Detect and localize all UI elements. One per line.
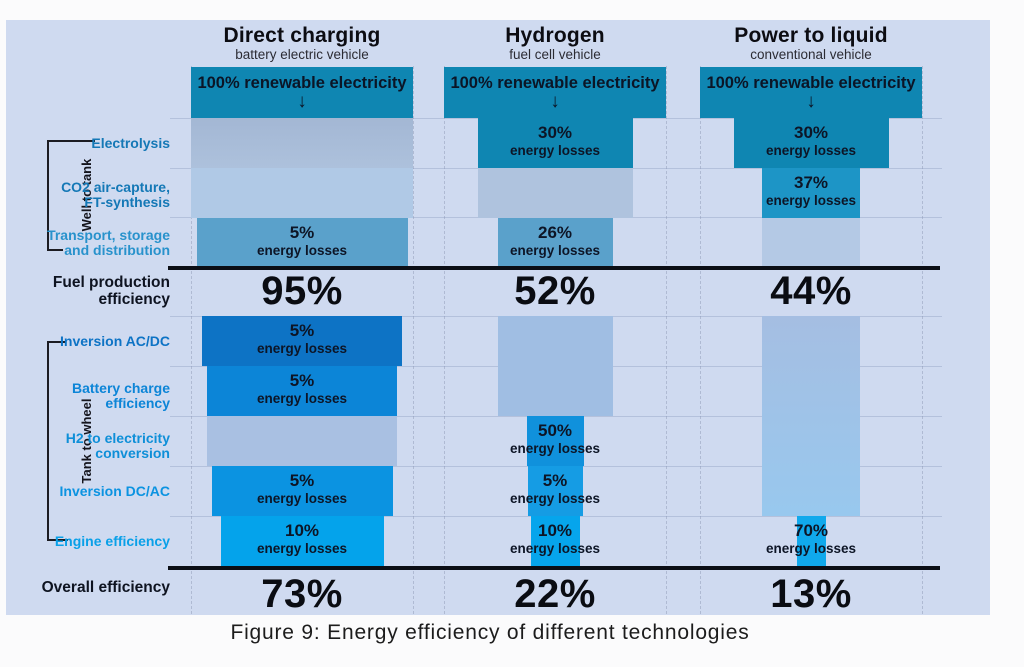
fuel-production-divider-line <box>168 266 940 270</box>
row-label-h2-line2: conversion <box>95 445 170 461</box>
row-label-battery: Battery charge efficiency <box>30 381 170 411</box>
well-to-tank-bracket <box>47 140 95 142</box>
column1-subtitle: battery electric vehicle <box>235 47 369 62</box>
column2-title: Hydrogen <box>505 24 605 47</box>
loss-label-dc-transport: 5% energy losses <box>256 223 348 258</box>
overall-value-dc: 73% <box>261 572 343 616</box>
loss-label-dc-inversion-acdc: 5% energy losses <box>256 321 348 356</box>
column3-input-label: 100% renewable electricity <box>706 74 916 92</box>
column2-input-box: 100% renewable electricity ↓ <box>444 67 666 118</box>
loss-label-dc-inversion-dcac: 5% energy losses <box>256 471 348 506</box>
stage-box-dc-transport <box>197 218 408 266</box>
stage-box-ptl-transport <box>762 218 860 266</box>
loss-label-dc-engine: 10% energy losses <box>256 521 348 556</box>
stage-box-dc-battery <box>207 366 397 416</box>
stage-box-ptl-tank-to-engine <box>762 316 860 516</box>
row-label-h2-line1: H2 to electricity <box>65 430 170 446</box>
gridline-vertical <box>922 66 923 614</box>
tank-to-wheel-bracket <box>47 341 66 343</box>
row-label-co2-line2: FT-synthesis <box>84 194 170 210</box>
well-to-tank-bracket <box>47 140 49 251</box>
gridline-vertical <box>444 66 445 614</box>
down-arrow-icon: ↓ <box>806 91 816 112</box>
row-label-transport-line1: Transport, storage <box>47 227 170 243</box>
row-label-battery-line1: Battery charge <box>71 380 170 396</box>
loss-label-dc-battery: 5% energy losses <box>256 371 348 406</box>
stage-box-ptl-engine <box>797 516 826 566</box>
tank-to-wheel-bracket <box>47 341 49 541</box>
row-label-engine: Engine efficiency <box>54 533 170 549</box>
fuel-production-value-ptl: 44% <box>770 269 852 313</box>
down-arrow-icon: ↓ <box>550 91 560 112</box>
stage-box-dc-electrolysis <box>191 118 413 168</box>
stage-box-h2-inversion-battery <box>498 316 613 416</box>
gridline-vertical <box>666 66 667 614</box>
label-fuel-production-line2: efficiency <box>98 290 170 308</box>
stage-box-dc-engine <box>221 516 384 566</box>
overall-value-ptl: 13% <box>770 572 852 616</box>
stage-box-h2-electrolysis <box>478 118 633 168</box>
loss-label-ptl-co2: 37% energy losses <box>765 173 857 208</box>
stage-box-h2-conversion <box>527 416 584 466</box>
column3-subtitle: conventional vehicle <box>750 47 872 62</box>
gridline-vertical <box>700 66 701 614</box>
stage-box-ptl-co2 <box>762 168 860 218</box>
label-overall-efficiency: Overall efficiency <box>41 579 170 596</box>
loss-label-h2-inversion-dcac: 5% energy losses <box>509 471 601 506</box>
tank-to-wheel-bracket <box>47 539 68 541</box>
overall-divider-line <box>168 566 940 570</box>
label-fuel-production-efficiency: Fuel production efficiency <box>20 274 170 308</box>
figure-caption: Figure 9: Energy efficiency of different… <box>230 621 750 644</box>
row-label-co2-line1: CO2 air-capture, <box>61 179 170 195</box>
loss-label-h2-transport: 26% energy losses <box>509 223 601 258</box>
row-label-h2-conversion: H2 to electricity conversion <box>30 431 170 461</box>
stage-box-dc-inversion-dcac <box>212 466 393 516</box>
stage-box-h2-transport <box>498 218 613 266</box>
fuel-production-value-dc: 95% <box>261 269 343 313</box>
row-label-transport: Transport, storage and distribution <box>30 228 170 258</box>
loss-label-ptl-engine: 70% energy losses <box>765 521 857 556</box>
loss-label-h2-conversion: 50% energy losses <box>509 421 601 456</box>
column2-input-label: 100% renewable electricity <box>450 74 660 92</box>
gridline-vertical <box>191 66 192 614</box>
stage-box-h2-engine <box>531 516 580 566</box>
column2-subtitle: fuel cell vehicle <box>509 47 601 62</box>
stage-box-dc-co2 <box>191 168 413 218</box>
column1-title: Direct charging <box>223 24 381 47</box>
column1-input-label: 100% renewable electricity <box>197 74 407 92</box>
row-label-co2: CO2 air-capture, FT-synthesis <box>30 180 170 210</box>
column1-input-box: 100% renewable electricity ↓ <box>191 67 413 118</box>
row-label-inversion-dcac: Inversion DC/AC <box>59 483 170 499</box>
down-arrow-icon: ↓ <box>297 91 307 112</box>
row-label-inversion-acdc: Inversion AC/DC <box>60 333 170 349</box>
stage-box-ptl-electrolysis <box>734 118 889 168</box>
gridline-vertical <box>413 66 414 614</box>
stage-box-h2-inversion-dcac <box>528 466 583 516</box>
row-label-transport-line2: and distribution <box>64 242 170 258</box>
overall-value-h2: 22% <box>514 572 596 616</box>
label-fuel-production-line1: Fuel production <box>52 274 170 291</box>
loss-label-h2-electrolysis: 30% energy losses <box>509 123 601 158</box>
row-label-electrolysis: Electrolysis <box>91 135 170 151</box>
fuel-production-value-h2: 52% <box>514 269 596 313</box>
row-label-battery-line2: efficiency <box>105 395 170 411</box>
loss-label-h2-engine: 10% energy losses <box>509 521 601 556</box>
stage-box-dc-inversion-acdc <box>202 316 402 366</box>
column3-title: Power to liquid <box>734 24 888 47</box>
well-to-tank-bracket <box>47 249 63 251</box>
column3-input-box: 100% renewable electricity ↓ <box>700 67 922 118</box>
loss-label-ptl-electrolysis: 30% energy losses <box>765 123 857 158</box>
stage-box-h2-co2 <box>478 168 633 218</box>
stage-box-dc-h2-conversion <box>207 416 397 466</box>
